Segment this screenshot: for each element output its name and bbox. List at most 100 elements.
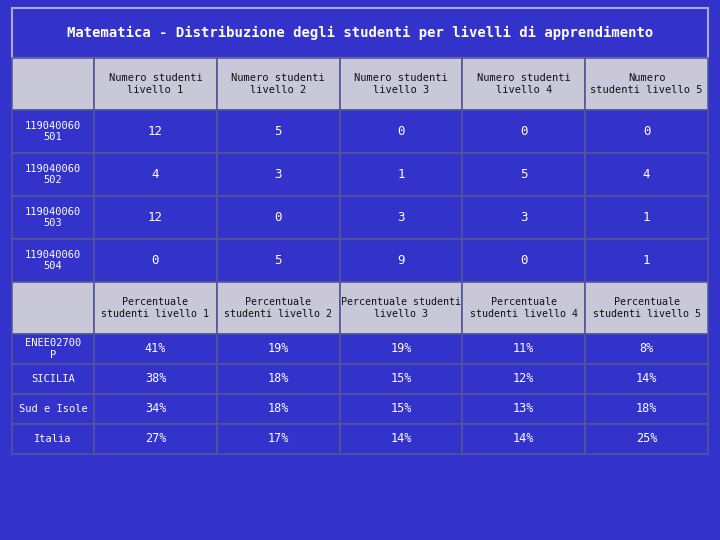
Text: Percentuale
studenti livello 5: Percentuale studenti livello 5	[593, 297, 701, 319]
Text: Numero studenti
livello 2: Numero studenti livello 2	[231, 73, 325, 95]
Text: 25%: 25%	[636, 433, 657, 446]
Text: 17%: 17%	[268, 433, 289, 446]
Bar	[12, 364, 94, 394]
Text: 1: 1	[643, 211, 650, 224]
Text: 27%: 27%	[145, 433, 166, 446]
Bar	[217, 110, 340, 153]
Bar	[340, 282, 462, 334]
Text: 9: 9	[397, 254, 405, 267]
Text: Percentuale
studenti livello 1: Percentuale studenti livello 1	[102, 297, 210, 319]
Text: 0: 0	[520, 254, 528, 267]
Bar	[340, 364, 462, 394]
Bar	[12, 8, 708, 58]
Text: Sud e Isole: Sud e Isole	[19, 404, 87, 414]
Bar	[585, 239, 708, 282]
Text: 5: 5	[520, 168, 528, 181]
Text: Numero studenti
livello 3: Numero studenti livello 3	[354, 73, 448, 95]
Bar	[94, 282, 217, 334]
Text: Matematica - Distribuzione degli studenti per livelli di apprendimento: Matematica - Distribuzione degli student…	[67, 26, 653, 40]
Text: 12: 12	[148, 211, 163, 224]
Bar	[340, 58, 462, 110]
Bar	[462, 334, 585, 364]
Bar	[12, 424, 94, 454]
Text: 1: 1	[643, 254, 650, 267]
Text: 11%: 11%	[513, 342, 534, 355]
Bar	[12, 153, 94, 196]
Text: SICILIA: SICILIA	[31, 374, 75, 384]
Bar	[585, 394, 708, 424]
Bar	[217, 334, 340, 364]
Bar	[340, 196, 462, 239]
Text: Numero studenti
livello 4: Numero studenti livello 4	[477, 73, 571, 95]
Text: ENEE02700
P: ENEE02700 P	[25, 338, 81, 360]
Text: 18%: 18%	[636, 402, 657, 415]
Bar	[217, 239, 340, 282]
Text: 0: 0	[643, 125, 650, 138]
Bar	[340, 153, 462, 196]
Bar	[340, 239, 462, 282]
Text: 8%: 8%	[639, 342, 654, 355]
Text: Numero
studenti livello 5: Numero studenti livello 5	[590, 73, 703, 95]
Text: 41%: 41%	[145, 342, 166, 355]
Bar	[585, 364, 708, 394]
Text: 15%: 15%	[390, 402, 412, 415]
Text: 13%: 13%	[513, 402, 534, 415]
Bar	[94, 424, 217, 454]
Bar	[94, 364, 217, 394]
Bar	[585, 110, 708, 153]
Text: 18%: 18%	[268, 402, 289, 415]
Text: 3: 3	[520, 211, 528, 224]
Text: 5: 5	[274, 254, 282, 267]
Text: 4: 4	[643, 168, 650, 181]
Bar	[12, 282, 94, 334]
Bar	[462, 153, 585, 196]
Text: 34%: 34%	[145, 402, 166, 415]
Bar	[585, 424, 708, 454]
Bar	[217, 282, 340, 334]
Text: 14%: 14%	[513, 433, 534, 446]
Text: Percentuale studenti
livello 3: Percentuale studenti livello 3	[341, 297, 461, 319]
Bar	[94, 58, 217, 110]
Text: 0: 0	[274, 211, 282, 224]
Bar	[12, 110, 94, 153]
Text: 14%: 14%	[636, 373, 657, 386]
Text: 119040060
501: 119040060 501	[25, 121, 81, 143]
Text: 3: 3	[397, 211, 405, 224]
Bar	[12, 239, 94, 282]
Bar	[94, 334, 217, 364]
Text: 0: 0	[520, 125, 528, 138]
Bar	[94, 239, 217, 282]
Bar	[340, 424, 462, 454]
Text: Percentuale
studenti livello 2: Percentuale studenti livello 2	[224, 297, 332, 319]
Bar	[585, 196, 708, 239]
Bar	[585, 153, 708, 196]
Bar	[217, 196, 340, 239]
Text: 5: 5	[274, 125, 282, 138]
Text: 19%: 19%	[390, 342, 412, 355]
Text: Percentuale
studenti livello 4: Percentuale studenti livello 4	[469, 297, 577, 319]
Bar	[94, 110, 217, 153]
Bar	[94, 394, 217, 424]
Text: 38%: 38%	[145, 373, 166, 386]
Bar	[217, 58, 340, 110]
Bar	[462, 394, 585, 424]
Text: 4: 4	[152, 168, 159, 181]
Bar	[12, 58, 94, 110]
Bar	[462, 58, 585, 110]
Text: 119040060
503: 119040060 503	[25, 207, 81, 228]
Text: 0: 0	[152, 254, 159, 267]
Bar	[462, 282, 585, 334]
Text: 18%: 18%	[268, 373, 289, 386]
Text: 15%: 15%	[390, 373, 412, 386]
Bar	[340, 334, 462, 364]
Bar	[217, 424, 340, 454]
Text: 119040060
504: 119040060 504	[25, 249, 81, 271]
Bar	[94, 153, 217, 196]
Text: 14%: 14%	[390, 433, 412, 446]
Bar	[94, 196, 217, 239]
Text: 12: 12	[148, 125, 163, 138]
Text: 19%: 19%	[268, 342, 289, 355]
Bar	[217, 364, 340, 394]
Text: 119040060
502: 119040060 502	[25, 164, 81, 185]
Text: Numero studenti
livello 1: Numero studenti livello 1	[109, 73, 202, 95]
